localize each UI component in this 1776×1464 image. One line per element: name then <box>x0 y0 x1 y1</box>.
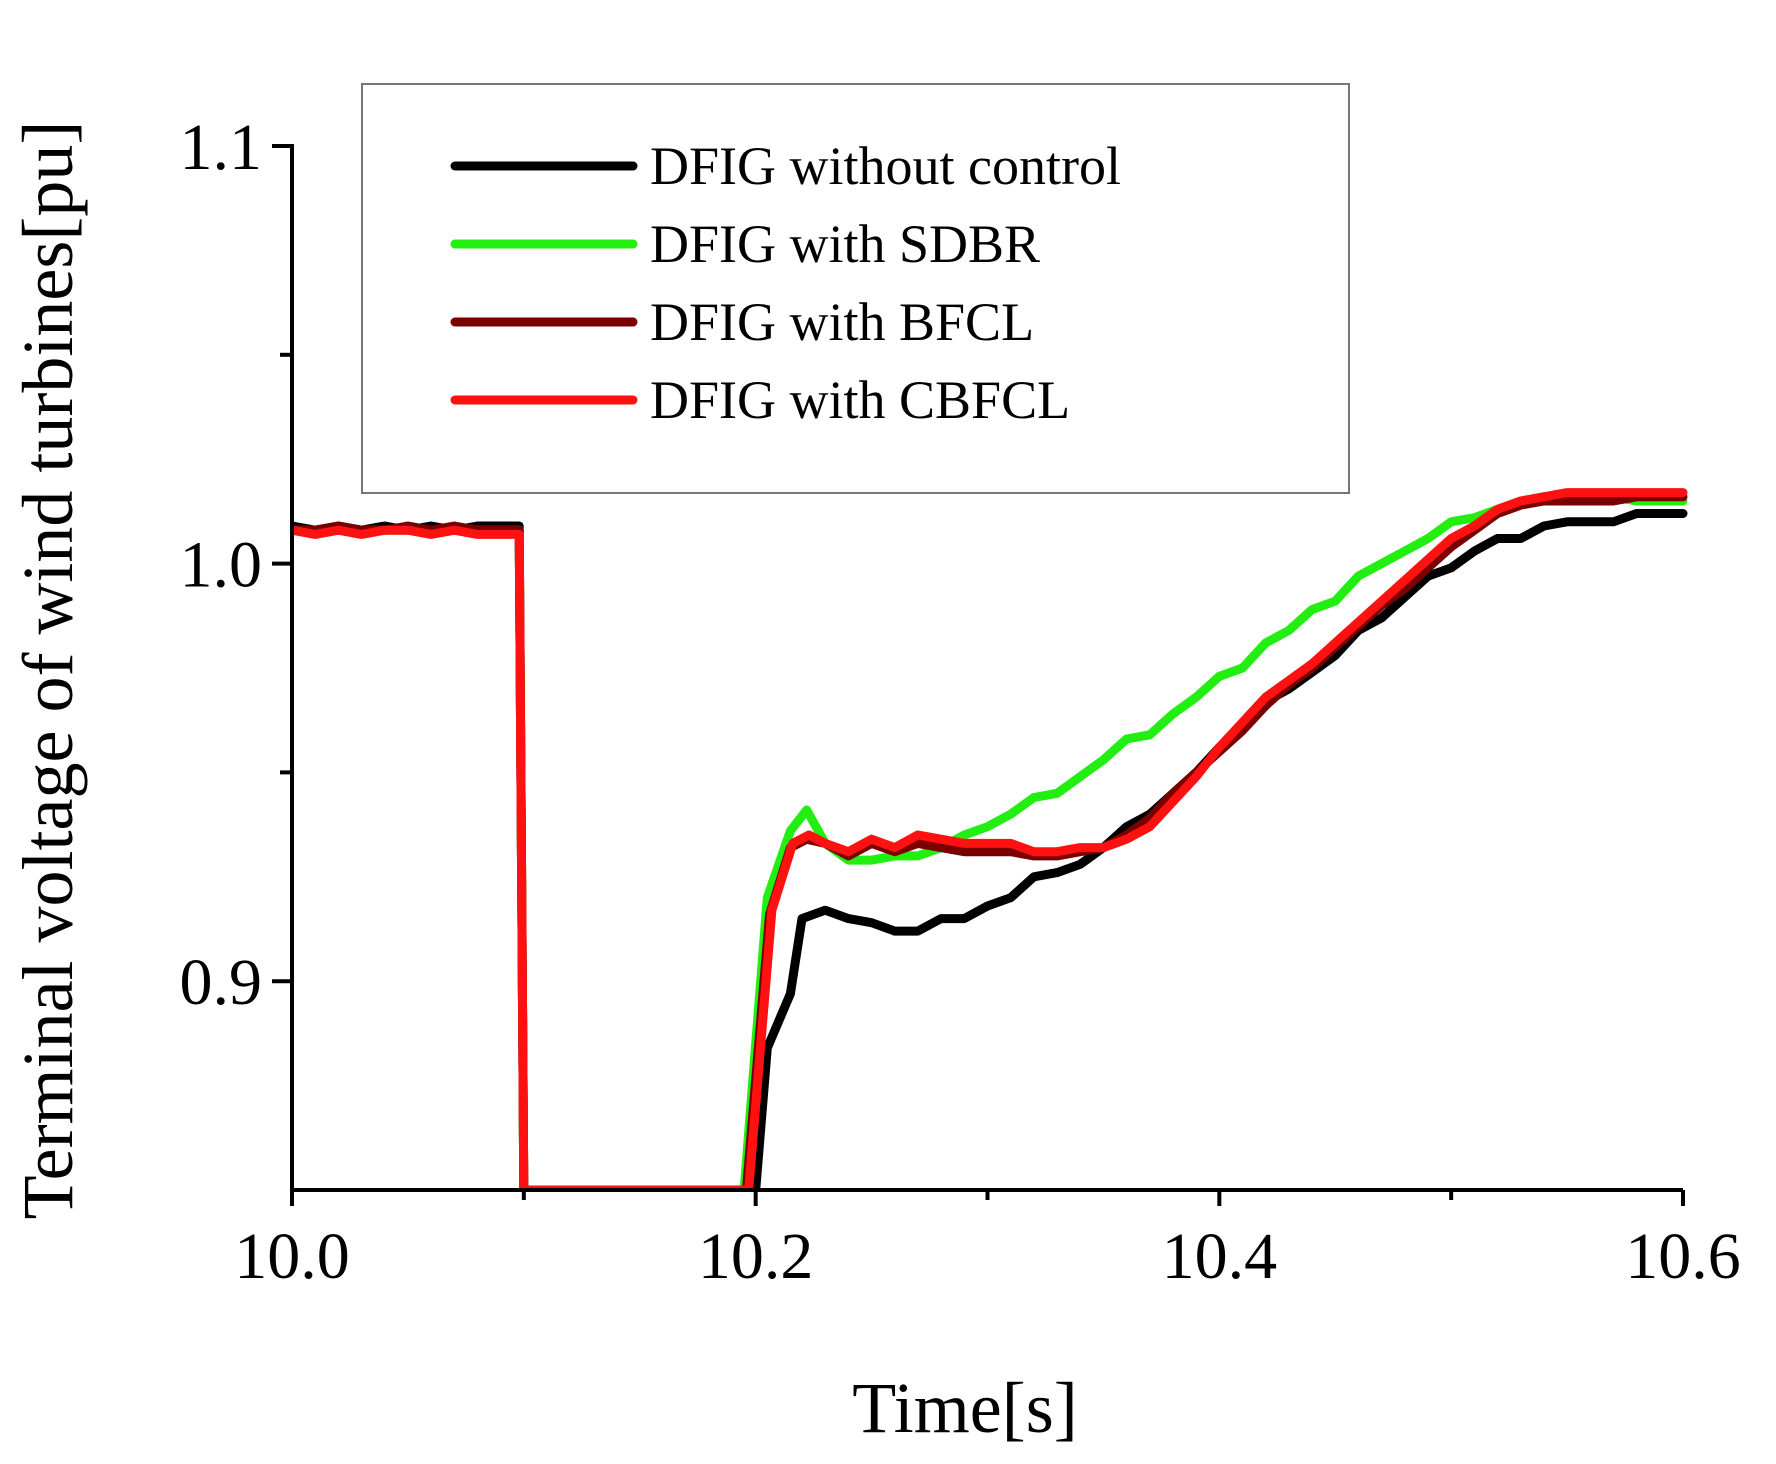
y-tick-label: 0.9 <box>180 946 263 1019</box>
legend-entries: DFIG without control DFIG with SDBR DFIG w… <box>450 136 1121 430</box>
legend: DFIG without control DFIG with SDBR DFIG w… <box>361 83 1350 494</box>
y-tick-label: 1.0 <box>180 529 263 602</box>
legend-label-4: DFIG with CBFCL <box>650 370 1070 430</box>
x-tick-label: 10.2 <box>698 1220 814 1293</box>
y-tick-label: 1.1 <box>180 111 263 184</box>
tick-label-layer: 10.0 10.2 10.4 10.6 0.9 1.0 1.1 <box>180 111 1741 1293</box>
y-axis-title: Terminal voltage of wind turbines[pu] <box>8 121 88 1220</box>
x-axis-title: Time[s] <box>852 1368 1077 1448</box>
legend-label-3: DFIG with BFCL <box>650 292 1034 352</box>
x-tick-label: 10.4 <box>1162 1220 1278 1293</box>
legend-label-1: DFIG without control <box>650 136 1121 196</box>
series-line-4 <box>292 488 1688 1190</box>
x-tick-label: 10.6 <box>1625 1220 1741 1293</box>
legend-box <box>361 83 1350 494</box>
x-tick-label: 10.0 <box>234 1220 350 1293</box>
series-layer <box>292 488 1688 1190</box>
legend-label-2: DFIG with SDBR <box>650 214 1040 274</box>
axes-layer <box>272 144 1685 1206</box>
